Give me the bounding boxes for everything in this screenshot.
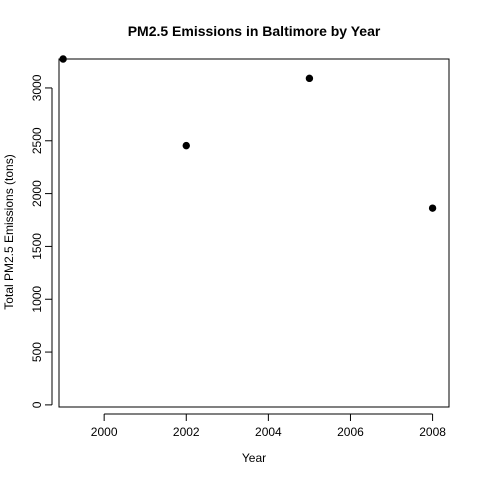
y-tick-label: 500 bbox=[30, 342, 44, 362]
y-tick-label: 2500 bbox=[30, 127, 44, 154]
x-tick-label: 2002 bbox=[173, 425, 200, 439]
data-points bbox=[59, 55, 437, 212]
data-point bbox=[59, 55, 67, 63]
y-tick-label: 0 bbox=[30, 401, 44, 408]
data-point bbox=[182, 141, 190, 150]
x-tick-label: 2008 bbox=[419, 425, 446, 439]
y-tick-label: 2000 bbox=[30, 180, 44, 207]
y-tick-label: 1000 bbox=[30, 286, 44, 313]
x-axis-label: Year bbox=[242, 451, 266, 465]
chart-title: PM2.5 Emissions in Baltimore by Year bbox=[128, 23, 381, 39]
x-tick-label: 2004 bbox=[255, 425, 282, 439]
y-axis: 0 500 1000 1500 2000 2500 3000 bbox=[30, 74, 53, 408]
x-axis: 2000 2002 2004 2006 2008 bbox=[91, 413, 446, 439]
data-point bbox=[428, 204, 437, 212]
y-tick-label: 1500 bbox=[30, 233, 44, 260]
x-tick-label: 2000 bbox=[91, 425, 118, 439]
x-tick-label: 2006 bbox=[337, 425, 364, 439]
y-tick-label: 3000 bbox=[30, 74, 44, 101]
data-point bbox=[305, 74, 314, 83]
plot-area bbox=[58, 58, 450, 408]
y-axis-label: Total PM2.5 Emissions (tons) bbox=[2, 154, 16, 309]
